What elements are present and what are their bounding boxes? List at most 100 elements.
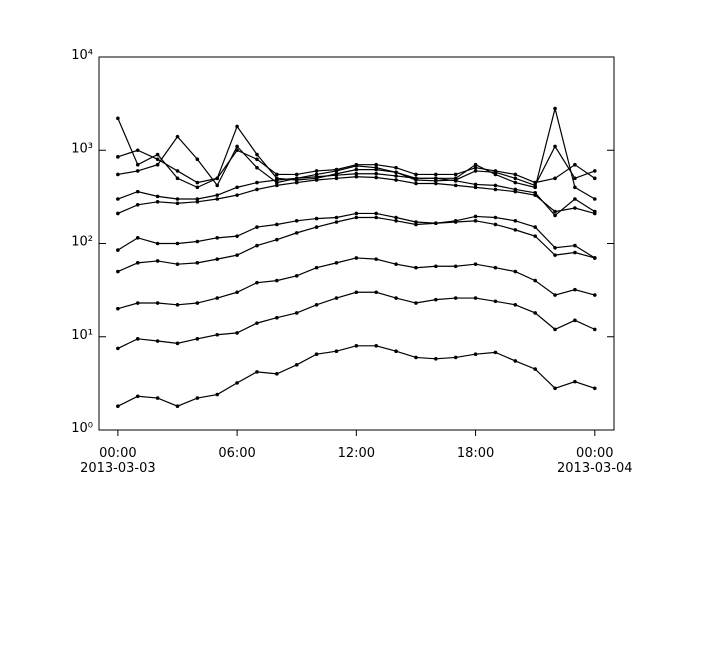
- point: [573, 176, 577, 181]
- point: [155, 194, 160, 199]
- point: [533, 367, 537, 371]
- point: [394, 296, 398, 300]
- point: [592, 293, 597, 297]
- point: [414, 178, 418, 182]
- point: [294, 274, 299, 278]
- point: [215, 257, 220, 261]
- x-tick-label: 00:00: [99, 446, 136, 461]
- point: [235, 253, 239, 257]
- point: [235, 234, 239, 238]
- point: [255, 165, 259, 170]
- point: [493, 215, 498, 220]
- series-line: [117, 257, 595, 310]
- point: [294, 172, 299, 177]
- point: [314, 176, 319, 181]
- point: [135, 236, 140, 240]
- point: [374, 257, 379, 261]
- point: [453, 183, 458, 188]
- point: [374, 162, 379, 167]
- point: [334, 261, 339, 265]
- point: [354, 211, 359, 216]
- point: [155, 301, 160, 305]
- point: [453, 219, 458, 223]
- point: [533, 180, 537, 185]
- point: [314, 216, 319, 221]
- point: [592, 256, 597, 260]
- point: [235, 124, 239, 129]
- y-tick-label: 10²: [71, 235, 93, 250]
- point: [155, 339, 160, 343]
- point: [473, 165, 478, 170]
- point: [215, 236, 220, 240]
- point: [513, 228, 518, 232]
- point: [235, 148, 239, 153]
- point: [235, 185, 239, 190]
- y-tick-label: 10⁰: [71, 421, 93, 436]
- point: [255, 280, 259, 285]
- point: [434, 221, 438, 226]
- point: [533, 190, 537, 195]
- point: [473, 296, 478, 300]
- x-tick-sublabel: 2013-03-04: [557, 461, 633, 476]
- point: [573, 243, 577, 248]
- point: [573, 206, 577, 210]
- point: [235, 193, 239, 197]
- point: [493, 299, 498, 304]
- point: [414, 220, 418, 224]
- point: [434, 264, 438, 269]
- x-tick-label: 06:00: [218, 446, 255, 461]
- point: [573, 287, 577, 292]
- point: [116, 404, 120, 408]
- point: [394, 165, 398, 170]
- point: [374, 215, 379, 220]
- point: [533, 311, 537, 315]
- point: [155, 396, 160, 400]
- point: [354, 167, 359, 172]
- point: [215, 197, 220, 201]
- point: [175, 176, 180, 181]
- point: [434, 172, 438, 177]
- point: [235, 290, 239, 295]
- point: [135, 337, 140, 341]
- point: [255, 187, 259, 192]
- point: [275, 315, 279, 320]
- point: [175, 303, 180, 307]
- point: [533, 234, 537, 238]
- point: [493, 265, 498, 270]
- point: [135, 189, 140, 194]
- point: [354, 215, 359, 220]
- point: [453, 355, 458, 360]
- series-line: [117, 176, 595, 215]
- point: [354, 290, 359, 295]
- point: [434, 181, 438, 186]
- point: [255, 180, 259, 185]
- point: [116, 116, 120, 121]
- point: [314, 303, 319, 307]
- point: [116, 346, 120, 351]
- point: [374, 343, 379, 348]
- point: [374, 171, 379, 176]
- point: [573, 250, 577, 255]
- point: [374, 211, 379, 216]
- point: [493, 350, 498, 355]
- series-line: [117, 216, 595, 273]
- point: [354, 343, 359, 348]
- x-tick-label: 18:00: [457, 446, 494, 461]
- point: [334, 167, 339, 172]
- point: [553, 293, 557, 297]
- point: [195, 200, 200, 204]
- point: [334, 215, 339, 220]
- point: [175, 241, 180, 246]
- y-tick-label: 10³: [71, 141, 93, 156]
- point: [235, 144, 239, 149]
- point: [553, 176, 557, 181]
- point: [592, 386, 597, 391]
- point: [434, 297, 438, 302]
- point: [215, 332, 220, 337]
- point: [116, 155, 120, 159]
- series-line: [117, 345, 595, 407]
- point: [414, 301, 418, 305]
- point: [195, 239, 200, 244]
- series-line: [117, 108, 596, 200]
- point: [414, 355, 418, 360]
